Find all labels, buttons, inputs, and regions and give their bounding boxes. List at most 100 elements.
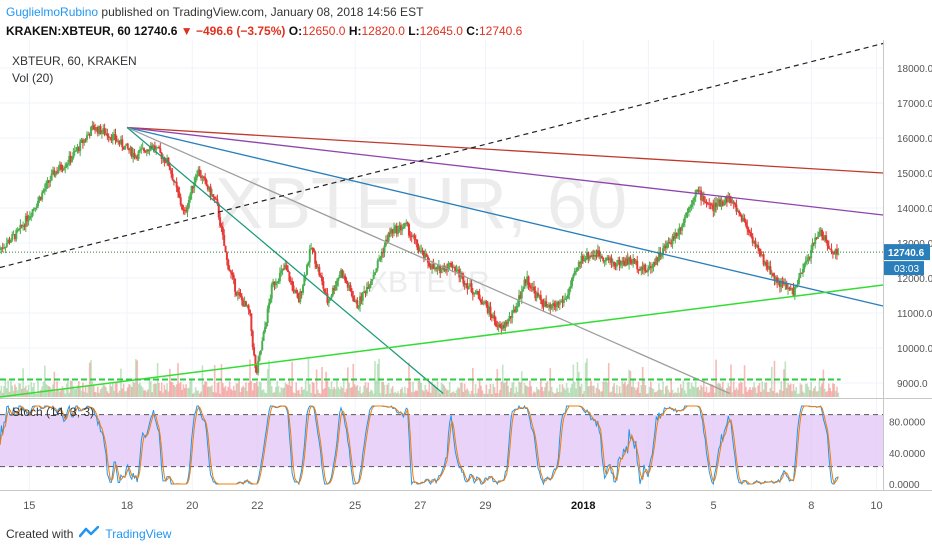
- candle-body: [92, 125, 95, 130]
- volume-bar: [484, 393, 486, 397]
- volume-bar: [438, 391, 440, 397]
- candle-body: [137, 151, 140, 159]
- volume-bar: [273, 392, 276, 397]
- candle-body: [436, 266, 439, 270]
- candle-body: [675, 233, 678, 237]
- candle-body: [470, 283, 473, 293]
- candle-body: [776, 277, 779, 283]
- volume-bar: [663, 393, 666, 397]
- volume-bar: [599, 391, 602, 397]
- volume-bar: [520, 371, 523, 397]
- volume-bar: [432, 385, 435, 397]
- volume-bar: [660, 389, 663, 397]
- candle-body: [23, 225, 26, 227]
- volume-bar: [23, 387, 26, 397]
- candle-body: [553, 303, 556, 307]
- candle-body: [581, 255, 584, 261]
- volume-bar: [527, 386, 530, 397]
- volume-bar: [406, 388, 409, 397]
- candle-body: [406, 222, 409, 225]
- volume-bar: [205, 381, 208, 397]
- volume-bar: [39, 389, 42, 397]
- volume-bar: [462, 391, 465, 397]
- volume-bar: [677, 387, 679, 397]
- candle-body: [387, 232, 390, 242]
- candle-body: [784, 283, 787, 285]
- volume-bar: [152, 384, 155, 397]
- candle-body: [106, 133, 109, 137]
- volume-bar: [246, 391, 249, 397]
- volume-bar: [194, 387, 197, 397]
- candle-body: [345, 280, 348, 284]
- volume-bar: [465, 389, 467, 397]
- volume-bar: [750, 389, 753, 397]
- chart-svg[interactable]: XBTEUR, 60 XBTEUR 9000.0 10000.0 11000.0 12…: [0, 40, 932, 520]
- volume-bar: [489, 383, 492, 397]
- volume-bar: [118, 390, 121, 397]
- volume-bar: [231, 390, 234, 397]
- candle-body: [274, 283, 277, 286]
- candle-body: [394, 225, 397, 229]
- volume-bar: [351, 387, 353, 397]
- candle-body: [720, 201, 723, 207]
- volume-bar: [469, 393, 471, 397]
- volume-bar: [724, 392, 727, 397]
- candle-body: [613, 261, 616, 266]
- time-tick-label: 15: [23, 500, 35, 512]
- volume-bar: [73, 389, 76, 397]
- candle-body: [156, 146, 159, 148]
- volume-bar: [496, 369, 499, 397]
- candle-body: [42, 190, 45, 193]
- candle-body: [136, 156, 139, 159]
- candle-body: [466, 283, 469, 289]
- volume-bar: [254, 383, 257, 397]
- candle-body: [569, 285, 572, 289]
- volume-bar: [722, 381, 724, 397]
- candle-body: [822, 236, 825, 240]
- volume-bar: [538, 389, 541, 397]
- volume-bar: [414, 390, 417, 397]
- volume-bar: [355, 386, 357, 397]
- candle-body: [69, 155, 72, 162]
- candle-body: [454, 267, 457, 272]
- volume-bar: [375, 380, 378, 397]
- trendlines: [0, 42, 884, 398]
- candle-body: [691, 200, 694, 205]
- author-link[interactable]: GuglielmoRubino: [6, 5, 99, 19]
- candle-body: [713, 202, 716, 212]
- volume-bar: [304, 380, 307, 397]
- volume-bar: [347, 367, 349, 397]
- volume-bar: [413, 391, 416, 397]
- volume-bar: [0, 390, 1, 397]
- volume-bar: [453, 391, 455, 397]
- tradingview-brand[interactable]: TradingView: [105, 526, 172, 541]
- candle-body: [144, 151, 147, 153]
- candle-body: [138, 149, 141, 152]
- candle-body: [393, 228, 396, 234]
- low-label: L:: [408, 24, 420, 38]
- volume-bar: [572, 364, 575, 397]
- volume-bar: [328, 386, 330, 397]
- candle-body: [16, 229, 19, 231]
- trendline-green: [0, 284, 884, 398]
- candle-body: [679, 227, 682, 231]
- candle-body: [655, 257, 658, 265]
- candle-body: [778, 280, 781, 287]
- candle-body: [311, 247, 314, 249]
- volume-bar: [836, 386, 838, 397]
- candle-body: [196, 174, 199, 178]
- volume-bar: [143, 390, 145, 397]
- candle-body: [522, 288, 525, 292]
- candle-body: [541, 300, 544, 305]
- volume-bar: [179, 381, 182, 397]
- candle-body: [467, 286, 470, 289]
- candle-body: [96, 127, 99, 134]
- candle-body: [257, 360, 260, 374]
- volume-bar: [147, 389, 149, 397]
- candle-body: [591, 255, 594, 257]
- candle-body: [129, 147, 132, 151]
- change-value: −496.6 (−3.75%): [196, 24, 286, 38]
- candle-body: [782, 283, 785, 285]
- candle-body: [547, 304, 550, 306]
- volume-bar: [783, 369, 785, 397]
